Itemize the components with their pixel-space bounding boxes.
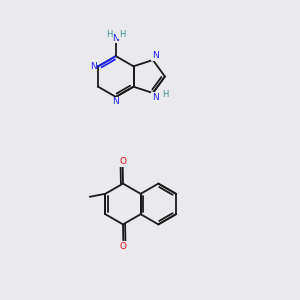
Text: N: N — [112, 98, 119, 106]
Text: H: H — [106, 30, 112, 39]
Text: O: O — [119, 157, 126, 166]
Text: O: O — [120, 242, 127, 251]
Text: H: H — [118, 30, 125, 39]
Text: N: N — [152, 93, 159, 102]
Text: N: N — [112, 34, 119, 43]
Text: H: H — [163, 90, 169, 99]
Text: N: N — [152, 51, 159, 60]
Text: N: N — [90, 62, 96, 71]
